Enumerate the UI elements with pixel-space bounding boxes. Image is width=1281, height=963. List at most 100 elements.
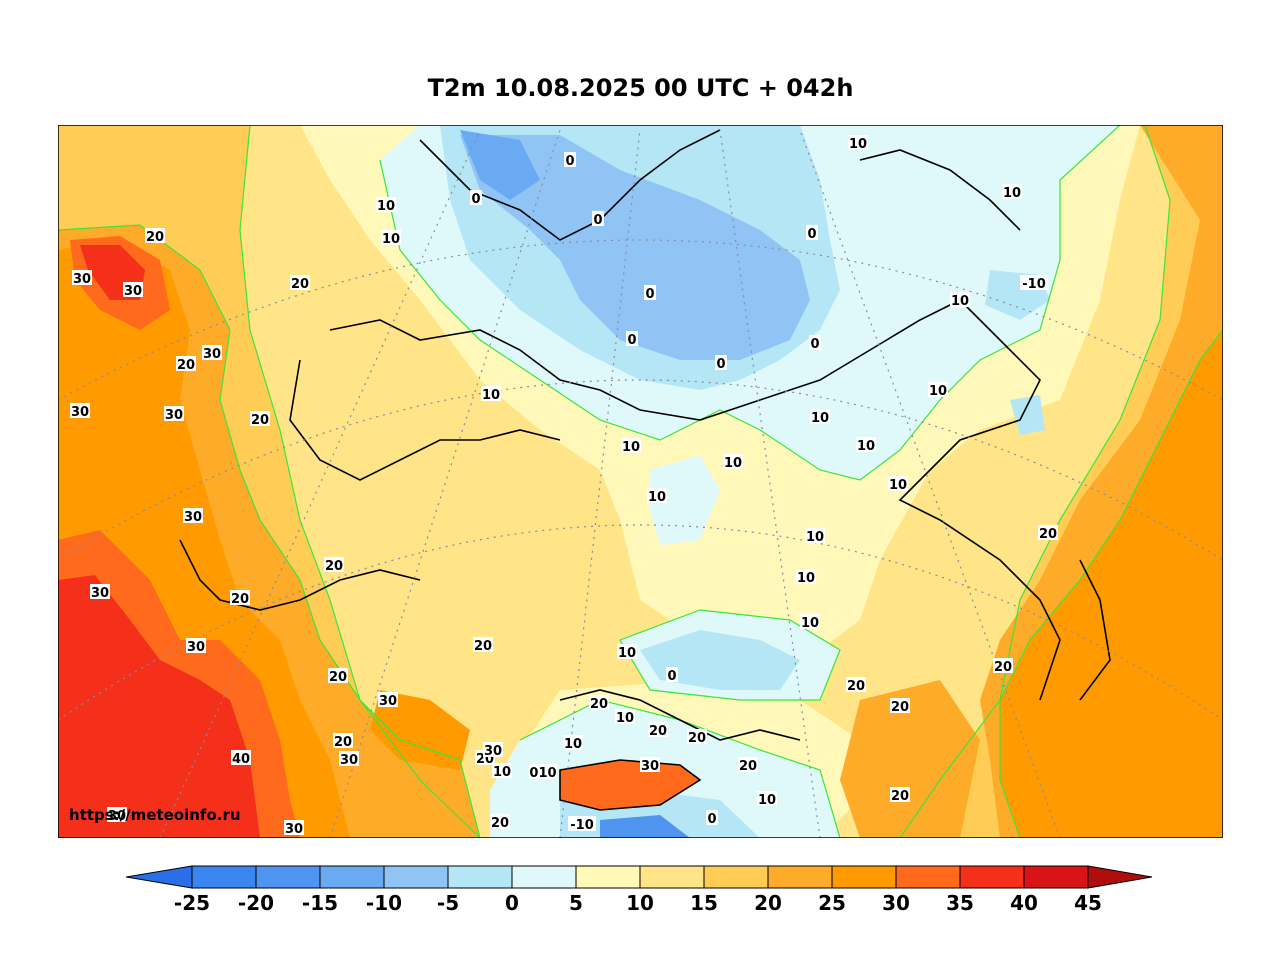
contour-label-bg (617, 644, 637, 659)
contour-label-bg (339, 751, 359, 766)
contour-label-bg (648, 722, 668, 737)
colorbar-tick-label: 40 (1010, 891, 1038, 915)
contour-label: 0 (593, 213, 602, 228)
contour-lines (58, 125, 1223, 838)
contour-label-bg (715, 355, 727, 370)
contour-label: 0 (471, 192, 480, 207)
contour-label-bg (890, 698, 910, 713)
contour-label-bg (230, 590, 250, 605)
contour-label-bg (644, 285, 656, 300)
contour-label-bg (473, 637, 493, 652)
contour-label: 20 (590, 697, 608, 712)
contour-label-bg (290, 275, 310, 290)
contour-label-bg (70, 403, 90, 418)
contour-label-bg (328, 668, 348, 683)
contour-label: 10 (849, 137, 867, 152)
contour-label: 10 (801, 616, 819, 631)
contour-label-bg (284, 820, 304, 835)
contour-label: 20 (891, 789, 909, 804)
colorbar-box (831, 865, 897, 889)
contour-label: 30 (484, 744, 502, 759)
contour-label-bg (564, 152, 576, 167)
contour-label-bg (640, 757, 660, 772)
colorbar-boxes (126, 865, 1153, 889)
contour-label: 10 (564, 737, 582, 752)
contour-label-bg (231, 750, 251, 765)
contour-label: 20 (146, 230, 164, 245)
colorbar-tick-label: 25 (818, 891, 846, 915)
colorbar-tick-label: -15 (302, 891, 338, 915)
contour-label-bg (800, 614, 820, 629)
contour-label-bg (687, 729, 707, 744)
contour-label-bg (928, 382, 948, 397)
contour-label: 10 (382, 232, 400, 247)
colorbar-box (319, 865, 385, 889)
contour-label: 10 (811, 411, 829, 426)
contour-label: 10 (618, 646, 636, 661)
colorbar-box (639, 865, 705, 889)
contour-label: 10 (951, 294, 969, 309)
contour-label: 20 (474, 639, 492, 654)
contour-label: 20 (231, 592, 249, 607)
map-title: T2m 10.08.2025 00 UTC + 042h (427, 74, 854, 102)
contour-label: 0 (807, 227, 816, 242)
colorbar-box (1023, 865, 1089, 889)
contour-label-bg (810, 409, 830, 424)
contour-label: 10 (797, 571, 815, 586)
contour-label-bg (563, 735, 583, 750)
colorbar-tick-label: -20 (238, 891, 274, 915)
contour-label-bg (706, 810, 718, 825)
band-35-40-casp (560, 760, 700, 810)
contour-label: 0 (810, 337, 819, 352)
contour-label-bg (809, 335, 821, 350)
contour-label: 10 (724, 456, 742, 471)
colorbar-box (703, 865, 769, 889)
contour-label-bg (529, 764, 557, 779)
contour-label: 10 (622, 440, 640, 455)
contour-label-bg (568, 816, 596, 831)
contour-label-bg (806, 225, 818, 240)
contour-label: 30 (108, 809, 126, 824)
contour-label: 30 (285, 822, 303, 837)
contour-label: -10 (1022, 277, 1046, 292)
contour-label: 40 (232, 752, 250, 767)
contour-label: 20 (994, 660, 1012, 675)
band-25-30-south (840, 680, 980, 838)
contour-label-bg (333, 733, 353, 748)
contour-label-bg (483, 742, 503, 757)
contour-label: 30 (124, 284, 142, 299)
contour-label: 20 (251, 413, 269, 428)
colorbar-box (895, 865, 961, 889)
contour-label: 0 (645, 287, 654, 302)
contour-label-bg (123, 282, 143, 297)
contour-label: 0 (707, 812, 716, 827)
colorbar-box (575, 865, 641, 889)
coastlines (179, 129, 1111, 811)
contour-label: 30 (187, 640, 205, 655)
contour-label: 20 (847, 679, 865, 694)
contour-label: -10 (570, 818, 594, 833)
band-40-45-west (58, 575, 260, 838)
colorbar-tick-label: 30 (882, 891, 910, 915)
contour-label: 30 (340, 753, 358, 768)
contour-label: 10 (493, 765, 511, 780)
band-m5-0 (460, 135, 810, 360)
contour-label-bg (846, 677, 866, 692)
contour-label-bg (592, 211, 604, 226)
colorbar-box (383, 865, 449, 889)
contour-label: 20 (1039, 527, 1057, 542)
contour-label: 30 (184, 510, 202, 525)
band-5-10-lake (650, 455, 720, 545)
contour-label: 10 (1003, 186, 1021, 201)
contour-label: 0 (565, 154, 574, 169)
contour-label-bg (626, 331, 638, 346)
band-0-5-mtn (640, 630, 800, 690)
colorbar-tick-label: -25 (174, 891, 210, 915)
contour-label: 010 (529, 766, 556, 781)
contour-label-bg (723, 454, 743, 469)
colorbar-tick-label: 35 (946, 891, 974, 915)
contour-label: 30 (379, 694, 397, 709)
contour-label-bg (1002, 184, 1022, 199)
contour-label-bg (481, 386, 501, 401)
